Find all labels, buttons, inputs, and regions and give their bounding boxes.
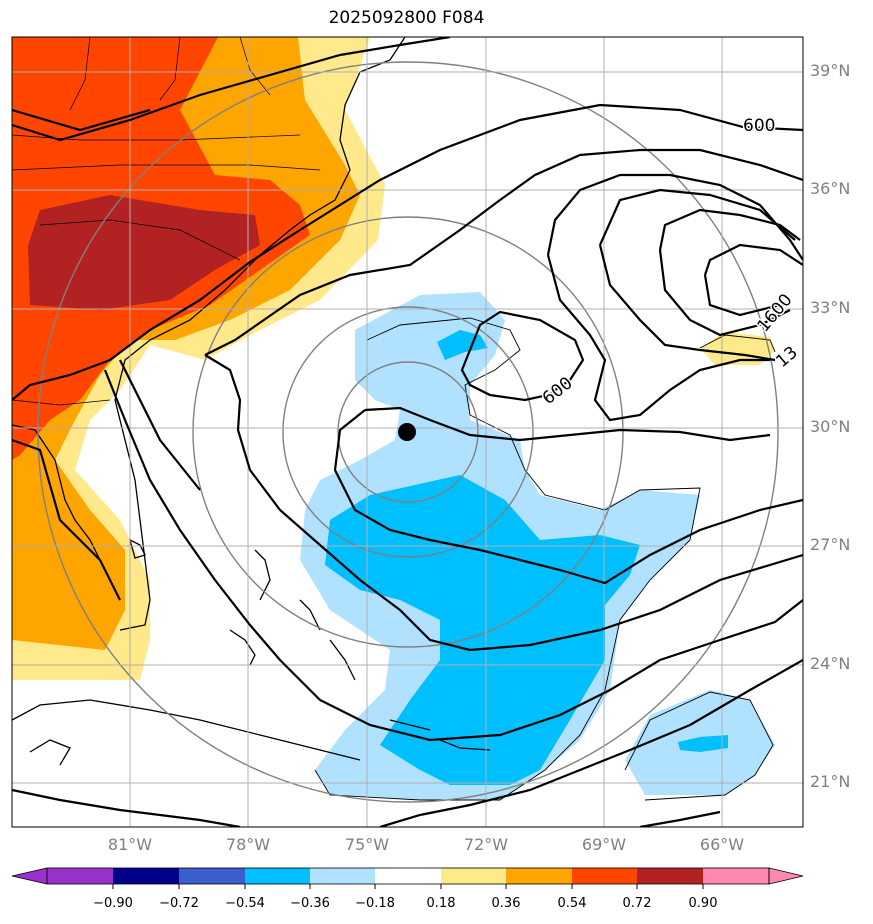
lon-label-81w: 81°W <box>107 835 153 854</box>
colorbar-swatch-3 <box>245 868 310 884</box>
lon-label-72w: 72°W <box>463 835 509 854</box>
shade-blue-se <box>678 735 728 752</box>
lon-label-69w: 69°W <box>581 835 627 854</box>
map-frame <box>11 36 804 828</box>
colorbar-swatch-8 <box>572 868 637 884</box>
lat-label-39n: 39°N <box>810 61 851 80</box>
storm-center-dot <box>398 423 416 441</box>
colorbar-tick-5: 0.18 <box>426 896 456 911</box>
map-title: 2025092800 F084 <box>328 8 485 28</box>
lon-label-66w: 66°W <box>699 835 745 854</box>
lat-label-33n: 33°N <box>810 298 851 317</box>
colorbar-tick-8: 0.72 <box>622 896 652 911</box>
colorbar-tick-0: −0.90 <box>93 896 133 911</box>
colorbar <box>11 867 804 889</box>
lat-label-24n: 24°N <box>810 654 851 673</box>
thin-contours <box>314 317 776 801</box>
shade-blue-main <box>325 475 640 785</box>
map-panel <box>12 37 803 827</box>
colorbar-swatch-6 <box>441 868 506 884</box>
colorbar-swatch-1 <box>113 868 179 884</box>
colorbar-swatch-0 <box>47 868 113 884</box>
colorbar-max-arrow <box>768 867 804 885</box>
colorbar-tick-7: 0.54 <box>557 896 587 911</box>
contour-label-600-north: 600 <box>743 116 775 136</box>
colorbar-tick-9: 0.90 <box>688 896 718 911</box>
colorbar-tick-4: −0.18 <box>355 896 395 911</box>
lon-label-78w: 78°W <box>225 835 271 854</box>
lat-label-21n: 21°N <box>810 772 851 791</box>
range-rings <box>37 61 779 803</box>
colorbar-swatch-10 <box>703 868 769 884</box>
colorbar-tick-6: 0.36 <box>491 896 521 911</box>
lat-label-27n: 27°N <box>810 535 851 554</box>
height-contours <box>12 37 803 827</box>
colorbar-swatch-4 <box>310 868 375 884</box>
colorbar-swatch-5 <box>375 868 441 884</box>
colorbar-swatch-9 <box>637 868 703 884</box>
colorbar-tick-1: −0.72 <box>159 896 199 911</box>
colorbar-swatch-2 <box>179 868 245 884</box>
shade-darkred <box>28 195 260 310</box>
colorbar-swatch-7 <box>506 868 572 884</box>
lon-label-75w: 75°W <box>344 835 390 854</box>
lat-label-36n: 36°N <box>810 179 851 198</box>
lat-label-30n: 30°N <box>810 417 851 436</box>
colorbar-min-arrow <box>11 867 48 885</box>
colorbar-tick-3: −0.36 <box>290 896 330 911</box>
colorbar-tick-2: −0.54 <box>225 896 265 911</box>
